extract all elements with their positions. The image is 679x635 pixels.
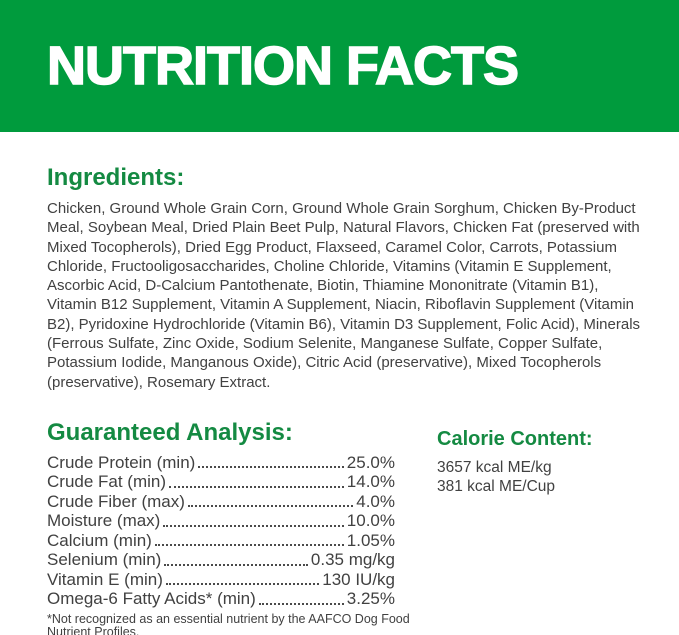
dot-leader: [169, 485, 344, 488]
ingredients-heading: Ingredients:: [47, 164, 185, 191]
lower-columns: Guaranteed Analysis: Crude Protein (min)…: [47, 418, 639, 635]
analysis-row-crude-fat: Crude Fat (min) 14.0%: [47, 472, 395, 492]
dot-leader: [164, 563, 308, 566]
analysis-row-label: Moisture (max): [47, 511, 161, 531]
guaranteed-analysis-section: Guaranteed Analysis: Crude Protein (min)…: [47, 418, 410, 635]
dot-leader: [163, 524, 344, 527]
analysis-row-label: Crude Protein (min): [47, 452, 196, 472]
dot-leader: [198, 466, 344, 469]
analysis-row-label: Vitamin E (min): [47, 569, 163, 589]
analysis-row-value: 4.0%: [356, 491, 395, 511]
guaranteed-analysis-table: Crude Protein (min) 25.0% Crude Fat (min…: [47, 453, 395, 609]
label-content: Ingredients: Chicken, Ground Whole Grain…: [0, 165, 679, 635]
ingredients-section: Ingredients: Chicken, Ground Whole Grain…: [47, 164, 640, 392]
page-title: NUTRITION FACTS: [46, 35, 519, 97]
calorie-content-heading: Calorie Content:: [437, 427, 593, 450]
analysis-row-calcium: Calcium (min) 1.05%: [47, 531, 395, 551]
analysis-row-value: 3.25%: [346, 589, 395, 609]
ingredients-text: Chicken, Ground Whole Grain Corn, Ground…: [47, 200, 641, 391]
analysis-row-moisture: Moisture (max) 10.0%: [47, 511, 395, 531]
analysis-row-label: Crude Fat (min): [47, 472, 167, 492]
dot-leader: [258, 602, 344, 605]
analysis-row-value: 130 IU/kg: [322, 569, 395, 589]
calorie-content-section: Calorie Content: 3657 kcal ME/kg 381 kca…: [437, 420, 593, 635]
analysis-row-value: 14.0%: [346, 472, 395, 492]
analysis-row-crude-protein: Crude Protein (min) 25.0%: [47, 453, 395, 473]
dot-leader: [187, 505, 354, 508]
calories-per-kg: 3657 kcal ME/kg: [437, 458, 552, 476]
dot-leader: [165, 583, 320, 586]
guaranteed-analysis-heading: Guaranteed Analysis:: [47, 418, 293, 446]
analysis-row-omega6: Omega-6 Fatty Acids* (min) 3.25%: [47, 589, 395, 609]
analysis-row-label: Selenium (min): [47, 550, 162, 570]
dot-leader: [154, 544, 344, 547]
analysis-row-value: 1.05%: [346, 530, 395, 550]
analysis-row-value: 25.0%: [346, 452, 395, 472]
analysis-row-value: 0.35 mg/kg: [310, 550, 395, 570]
analysis-row-label: Omega-6 Fatty Acids* (min): [47, 589, 256, 609]
analysis-row-value: 10.0%: [346, 511, 395, 531]
analysis-row-label: Calcium (min): [47, 530, 152, 550]
header-banner: NUTRITION FACTS: [0, 0, 679, 132]
calories-per-cup: 381 kcal ME/Cup: [437, 478, 556, 496]
aafco-footnote: *Not recognized as an essential nutrient…: [47, 611, 410, 635]
analysis-row-label: Crude Fiber (max): [47, 491, 185, 511]
analysis-row-vitamin-e: Vitamin E (min) 130 IU/kg: [47, 570, 395, 590]
analysis-row-crude-fiber: Crude Fiber (max) 4.0%: [47, 492, 395, 512]
analysis-row-selenium: Selenium (min) 0.35 mg/kg: [47, 550, 395, 570]
